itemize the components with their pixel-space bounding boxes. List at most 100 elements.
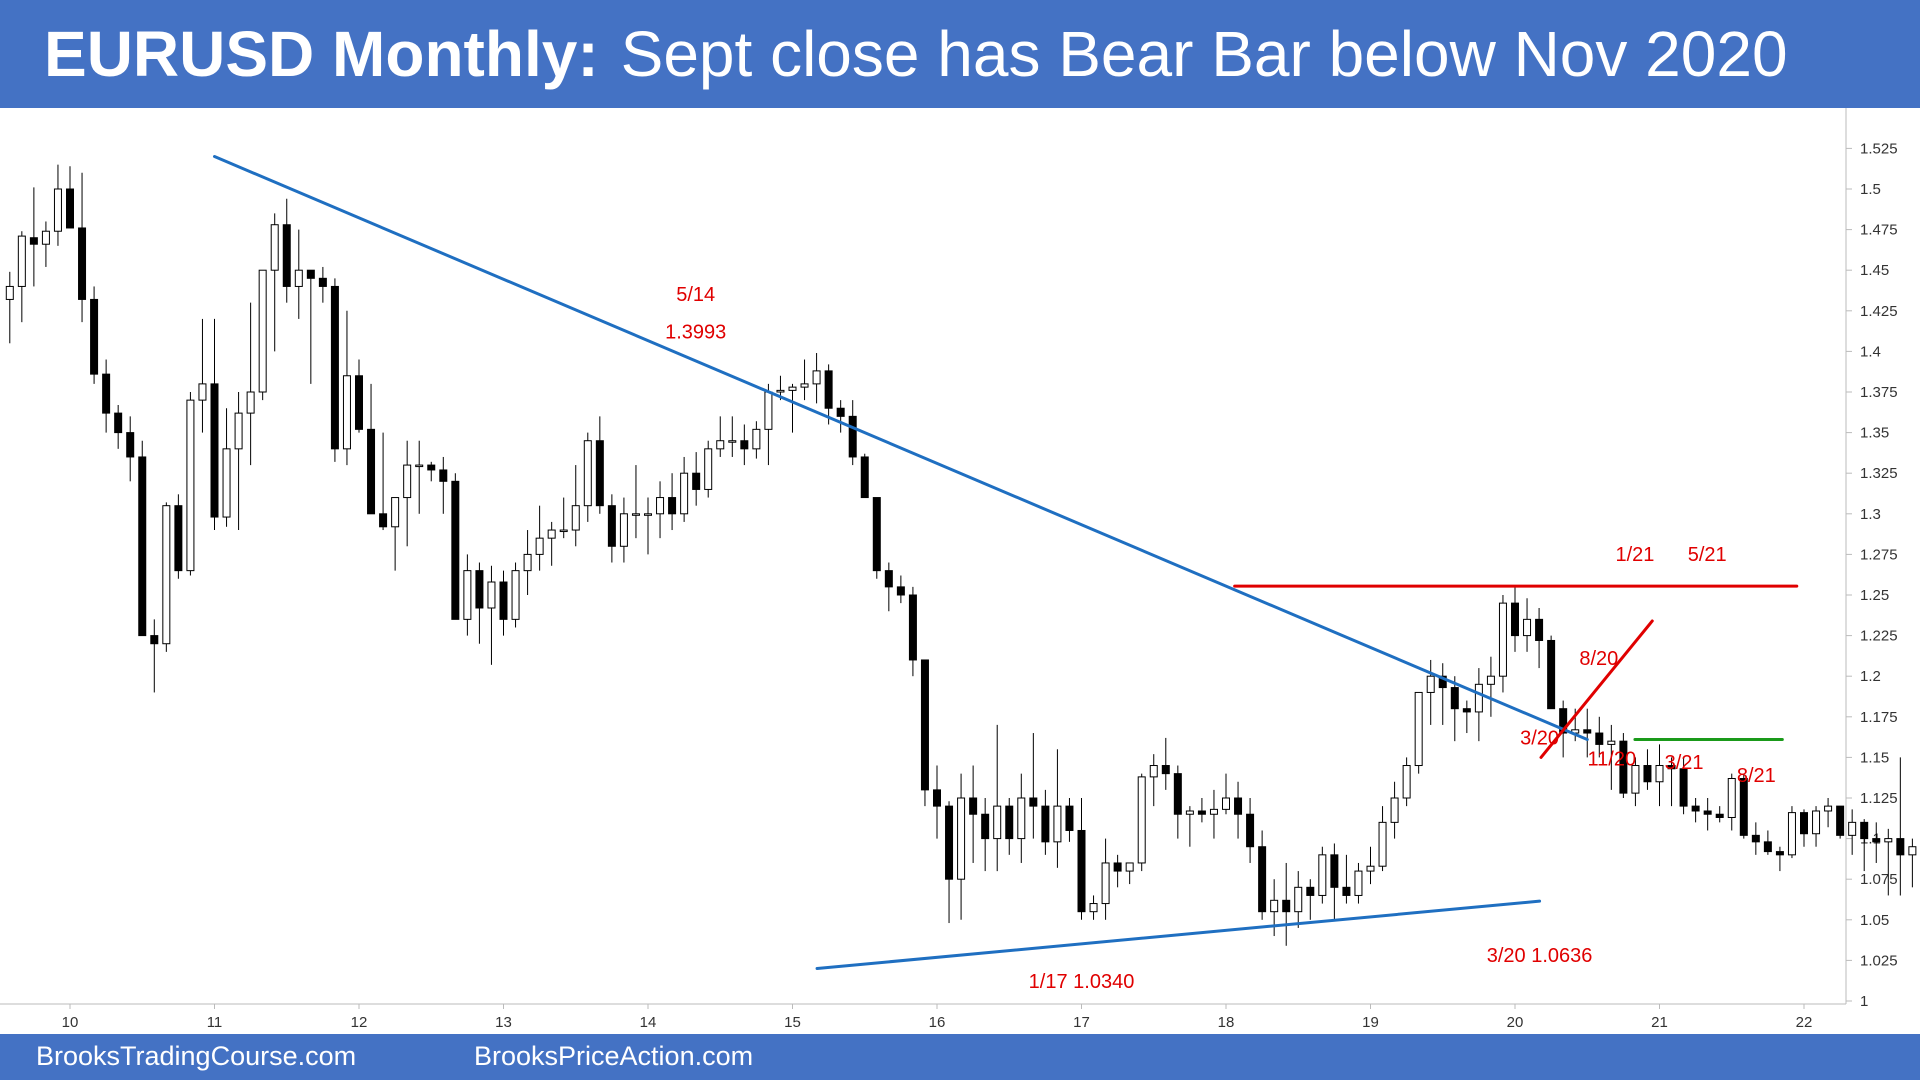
candle-body-bull xyxy=(812,370,821,385)
candle xyxy=(896,575,905,604)
candle xyxy=(1523,598,1532,652)
candle-body-bear xyxy=(908,594,917,661)
candle-body-bull xyxy=(644,513,652,516)
y-tick-label: 1.25 xyxy=(1860,587,1889,604)
candle-body-bull xyxy=(53,188,62,232)
candle xyxy=(1727,773,1736,831)
candle xyxy=(174,494,183,579)
candle-body-bull xyxy=(1498,602,1507,677)
candle-body-bull xyxy=(535,537,544,555)
candle-body-bear xyxy=(102,373,111,414)
candle-body-bear xyxy=(1679,768,1688,807)
candle-body-bear xyxy=(1041,805,1050,843)
annotation-label: 1.3993 xyxy=(665,321,726,343)
candle-body-bull xyxy=(1089,903,1098,913)
candle-body-bear xyxy=(1306,886,1315,896)
candle-body-bull xyxy=(403,464,412,499)
candle-body-bull xyxy=(559,529,568,533)
candle xyxy=(415,440,424,514)
y-tick-label: 1 xyxy=(1860,993,1868,1010)
candle-body-bull xyxy=(1366,865,1375,872)
candle-body-bull xyxy=(957,797,966,880)
candle-body-bull xyxy=(1824,805,1833,812)
candle xyxy=(342,310,351,466)
candle xyxy=(644,497,652,555)
candle-body-bull xyxy=(1655,765,1664,783)
candle-body-bear xyxy=(1450,687,1459,710)
candle-body-bear xyxy=(595,440,604,507)
candle xyxy=(1800,809,1808,847)
candle-body-bear xyxy=(1161,765,1170,775)
candle-body-bear xyxy=(379,513,388,528)
x-tick-label: 14 xyxy=(640,1014,657,1031)
candle-body-bear xyxy=(1800,812,1808,835)
candle-body-bull xyxy=(487,581,496,609)
candle xyxy=(1113,854,1122,888)
candle-body-bull xyxy=(1727,778,1736,818)
candle-body-bear xyxy=(1595,732,1604,745)
candle xyxy=(547,521,556,566)
y-tick-label: 1.2 xyxy=(1860,668,1881,685)
candle xyxy=(1848,809,1857,855)
candle xyxy=(1149,754,1158,807)
candle-body-bull xyxy=(764,391,773,430)
candle-body-bear xyxy=(896,586,905,596)
candle xyxy=(1101,838,1110,920)
candle-body-bear xyxy=(1763,841,1772,853)
candle-body-bull xyxy=(583,440,592,507)
candle-body-bear xyxy=(1246,813,1255,848)
candle xyxy=(704,440,713,498)
candle-body-bear xyxy=(981,813,990,840)
candle xyxy=(1029,733,1038,839)
candle xyxy=(1619,733,1628,798)
candle xyxy=(668,473,677,531)
candle-body-bull xyxy=(463,570,472,620)
candle-body-bear xyxy=(692,472,701,490)
x-tick-label: 13 xyxy=(495,1014,512,1031)
candle xyxy=(884,562,893,612)
x-tick-label: 18 xyxy=(1218,1014,1235,1031)
candle xyxy=(1234,781,1243,839)
candle xyxy=(1812,806,1821,847)
candle xyxy=(1908,838,1917,888)
candle-body-bear xyxy=(933,789,941,807)
candle xyxy=(1330,843,1339,920)
candle xyxy=(1547,635,1556,710)
candle-body-bear xyxy=(836,407,845,417)
candle-body-bear xyxy=(872,497,881,572)
candle-body-bear xyxy=(1715,813,1724,818)
candle xyxy=(1017,773,1026,863)
candle-body-bear xyxy=(451,480,460,620)
candle xyxy=(1414,691,1423,774)
y-tick-label: 1.45 xyxy=(1860,262,1889,279)
candle-body-bull xyxy=(1222,797,1230,810)
candle xyxy=(788,383,797,433)
candle xyxy=(246,302,255,466)
x-tick-label: 20 xyxy=(1507,1014,1524,1031)
candle-body-bull xyxy=(5,285,14,300)
candle-body-bull xyxy=(523,553,532,572)
candle-body-bull xyxy=(246,391,255,414)
candle-body-bull xyxy=(1812,810,1821,835)
candle xyxy=(860,453,869,499)
annotation-label: 8/20 xyxy=(1579,648,1618,670)
candle xyxy=(981,798,990,872)
candle xyxy=(680,456,689,522)
candle-body-bull xyxy=(680,472,689,515)
candle xyxy=(499,570,508,636)
candle xyxy=(1462,700,1471,734)
y-tick-label: 1.15 xyxy=(1860,749,1889,766)
candle xyxy=(1222,773,1230,815)
candle xyxy=(800,359,809,401)
annotations-layer: 5/14 1.3993 1/21 5/21 8/20 3/20 11/20 3/21 8/21 3… xyxy=(665,284,1776,993)
candle xyxy=(222,408,231,527)
candle-body-bull xyxy=(1125,862,1134,872)
candle xyxy=(1161,737,1170,790)
candle-body-bull xyxy=(752,428,761,450)
candle-body-bull xyxy=(511,570,520,620)
y-tick-label: 1.4 xyxy=(1860,343,1881,360)
candle xyxy=(1860,819,1869,872)
candle xyxy=(1318,846,1327,904)
candle xyxy=(1787,806,1796,859)
candle xyxy=(1739,773,1748,839)
